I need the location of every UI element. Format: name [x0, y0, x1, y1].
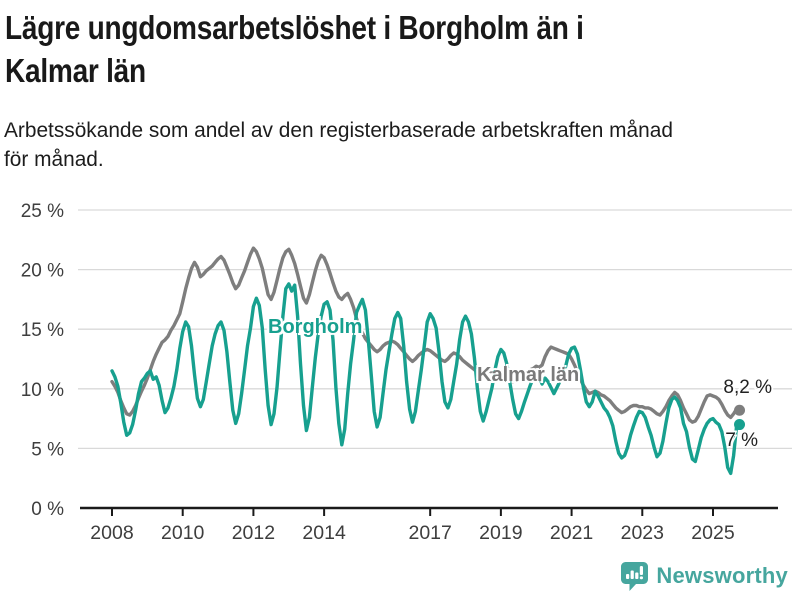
x-axis-tick-label: 2012	[232, 522, 275, 544]
title-line-2: Kalmar län	[5, 52, 146, 89]
x-axis-tick-label: 2014	[302, 522, 346, 544]
x-axis-tick-label: 2019	[479, 522, 522, 544]
y-axis-tick-label: 20 %	[21, 261, 64, 282]
series-line-borgholm	[110, 282, 742, 476]
newsworthy-logo-icon	[621, 561, 649, 591]
x-axis-tick-label: 2010	[161, 522, 205, 544]
x-axis-tick-label: 2023	[621, 522, 664, 544]
y-axis-tick-label: 25 %	[21, 201, 64, 222]
x-axis-tick-label: 2017	[408, 522, 451, 544]
y-axis-tick-label: 10 %	[21, 380, 64, 401]
exclamation-dot	[640, 575, 644, 579]
y-axis-tick-label: 0 %	[31, 499, 64, 520]
y-axis-tick-label: 5 %	[31, 439, 64, 460]
y-axis-tick-label: 15 %	[21, 320, 64, 341]
exclamation-stem	[640, 565, 644, 575]
page-title: Lägre ungdomsarbetslöshet i Borgholm än …	[5, 6, 643, 92]
end-dot-borgholm	[734, 419, 746, 431]
series-label-borgholm: Borgholm	[268, 316, 363, 338]
x-axis-tick-label: 2008	[90, 522, 133, 544]
bar-2	[631, 570, 635, 579]
subtitle-line-2: för månad.	[4, 147, 104, 171]
end-value-label-kalmar-lan: 8,2 %	[723, 377, 772, 398]
bar-3	[635, 572, 639, 579]
bar-1	[626, 573, 630, 579]
series-label-kalmar-lan: Kalmar län	[477, 364, 580, 386]
end-value-label-borgholm: 7 %	[725, 430, 758, 451]
brand-name: Newsworthy	[656, 563, 788, 588]
title-line-1: Lägre ungdomsarbetslöshet i Borgholm än …	[5, 9, 584, 46]
chart-subtitle: Arbetssökande som andel av den registerb…	[4, 116, 775, 174]
speech-bubble-shape	[621, 561, 649, 591]
series-line-kalmar-l-n	[110, 246, 742, 424]
x-axis-tick-label: 2021	[550, 522, 593, 544]
brand-footer: Newsworthy	[620, 560, 788, 592]
end-dot-kalmar-l-n	[734, 404, 746, 416]
subtitle-line-1: Arbetssökande som andel av den registerb…	[4, 118, 673, 142]
x-axis-tick-label: 2025	[691, 522, 735, 544]
